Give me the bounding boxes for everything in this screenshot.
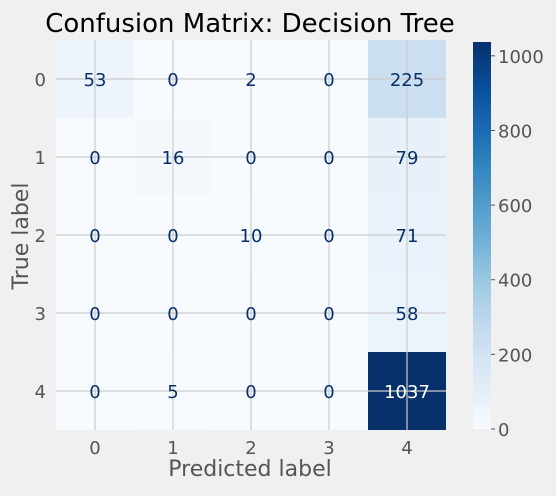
cell-value-label: 58 (396, 304, 419, 325)
colorbar-tick-label: 200 (498, 345, 532, 366)
cell-value-label: 0 (323, 304, 334, 325)
y-tick-label: 1 (35, 148, 46, 169)
x-tick-label: 3 (323, 438, 334, 459)
cell-value-label: 16 (162, 148, 185, 169)
cell-value-label: 71 (396, 226, 419, 247)
cell-value-label: 79 (396, 148, 419, 169)
y-axis-label: True label (9, 183, 34, 291)
y-tick-label: 3 (35, 304, 46, 325)
cell-value-label: 0 (167, 304, 178, 325)
cell-value-label: 1037 (384, 382, 430, 403)
cell-value-label: 2 (245, 70, 256, 91)
colorbar-gradient (473, 42, 491, 429)
cell-value-label: 0 (167, 226, 178, 247)
heatmap-cell-labels: 53 0 2 0 225 0 16 0 0 79 0 0 10 0 71 0 0 0 0 58 0 5 0 0 1037 (84, 70, 430, 403)
heatmap-gridlines (56, 40, 446, 430)
y-axis-ticks: 0 1 2 3 4 (35, 70, 46, 403)
x-tick-label: 4 (401, 438, 412, 459)
cell-value-label: 0 (323, 226, 334, 247)
colorbar: 0 200 400 600 800 1000 (473, 42, 544, 441)
x-axis-label: Predicted label (168, 457, 331, 482)
colorbar-tick-label: 0 (498, 420, 509, 441)
x-tick-label: 0 (89, 438, 100, 459)
y-tick-label: 0 (35, 70, 46, 91)
cell-value-label: 0 (323, 382, 334, 403)
cell-value-label: 0 (323, 70, 334, 91)
colorbar-tick-label: 800 (498, 121, 532, 142)
x-axis-ticks: 0 1 2 3 4 (89, 438, 412, 459)
cell-value-label: 5 (167, 382, 178, 403)
x-tick-label: 1 (167, 438, 178, 459)
y-tick-label: 4 (35, 382, 46, 403)
x-tick-label: 2 (245, 438, 256, 459)
chart-title: Confusion Matrix: Decision Tree (45, 9, 455, 39)
cell-value-label: 0 (167, 70, 178, 91)
cell-value-label: 10 (240, 226, 263, 247)
cell-value-label: 0 (245, 304, 256, 325)
y-tick-label: 2 (35, 226, 46, 247)
colorbar-tick-label: 600 (498, 196, 532, 217)
cell-value-label: 0 (89, 148, 100, 169)
cell-value-label: 53 (84, 70, 107, 91)
cell-value-label: 0 (245, 148, 256, 169)
colorbar-tick-label: 400 (498, 271, 532, 292)
cell-value-label: 0 (89, 226, 100, 247)
cell-value-label: 0 (323, 148, 334, 169)
cell-value-label: 0 (89, 382, 100, 403)
cell-value-label: 0 (245, 382, 256, 403)
cell-value-label: 225 (390, 70, 424, 91)
colorbar-tick-label: 1000 (498, 47, 544, 68)
cell-value-label: 0 (89, 304, 100, 325)
